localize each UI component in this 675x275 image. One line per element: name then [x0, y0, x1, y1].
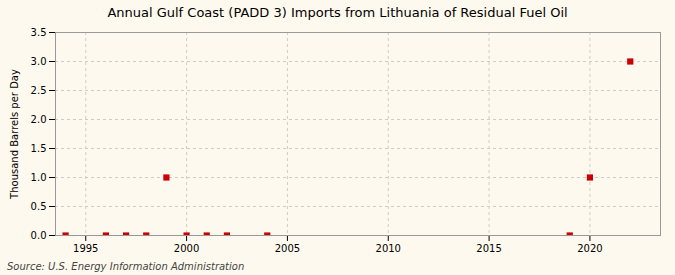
svg-text:0.5: 0.5: [31, 201, 47, 212]
svg-text:2020: 2020: [577, 243, 602, 254]
svg-text:2.5: 2.5: [31, 85, 47, 96]
svg-text:2015: 2015: [476, 243, 501, 254]
svg-text:1995: 1995: [73, 243, 98, 254]
html-text:Annual Gulf Coast (PADD 3) Imp: Annual Gulf Coast (PADD 3) Imports from …: [107, 5, 568, 20]
svg-text:2010: 2010: [376, 243, 401, 254]
svg-text:2000: 2000: [174, 243, 199, 254]
html-text:Source: U.S. Energy Informatio: Source: U.S. Energy Information Administ…: [7, 261, 245, 272]
svg-text:3.5: 3.5: [31, 27, 47, 38]
svg-text:1.0: 1.0: [31, 172, 47, 183]
svg-text:2.0: 2.0: [31, 114, 47, 125]
svg-text:2005: 2005: [275, 243, 300, 254]
svg-text:3.0: 3.0: [31, 56, 47, 67]
svg-text:1.5: 1.5: [31, 143, 47, 154]
svg-text:0.0: 0.0: [31, 230, 47, 241]
svg-text:Thousand Barrels per Day: Thousand Barrels per Day: [9, 69, 20, 200]
